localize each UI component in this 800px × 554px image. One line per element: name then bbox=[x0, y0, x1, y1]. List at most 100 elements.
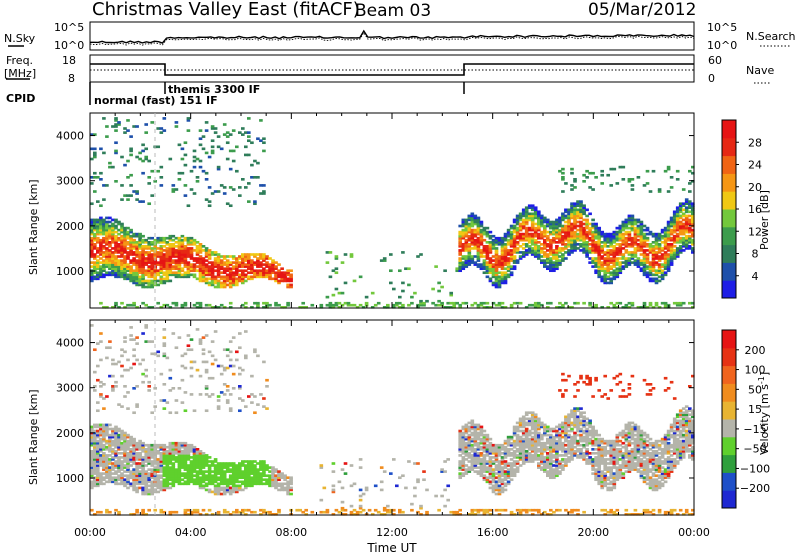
heatmap-cell bbox=[256, 261, 260, 264]
heatmap-cell bbox=[467, 214, 472, 218]
heatmap-cell bbox=[180, 460, 185, 463]
heatmap-cell bbox=[555, 245, 559, 248]
heatmap-cell bbox=[256, 137, 260, 141]
heatmap-cell bbox=[192, 462, 197, 465]
heatmap-cell bbox=[183, 194, 188, 197]
heatmap-cell bbox=[597, 265, 602, 268]
heatmap-cell bbox=[319, 466, 324, 469]
heatmap-cell bbox=[271, 478, 275, 482]
heatmap-cell bbox=[630, 236, 635, 240]
heatmap-cell bbox=[256, 303, 260, 307]
heatmap-cell bbox=[174, 460, 179, 463]
heatmap-cell bbox=[268, 482, 272, 486]
heatmap-cell bbox=[666, 230, 671, 234]
heatmap-cell bbox=[564, 301, 568, 305]
heatmap-cell bbox=[129, 243, 133, 246]
heatmap-cell bbox=[153, 238, 158, 242]
heatmap-cell bbox=[675, 249, 680, 252]
heatmap-cell bbox=[238, 488, 242, 492]
heatmap-cell bbox=[543, 251, 547, 254]
heatmap-cell bbox=[90, 226, 94, 230]
heatmap-cell bbox=[90, 176, 94, 179]
heatmap-cell bbox=[201, 261, 206, 264]
heatmap-cell bbox=[201, 249, 206, 252]
heatmap-cell bbox=[633, 255, 638, 258]
heatmap-cell bbox=[283, 273, 287, 277]
heatmap-cell bbox=[180, 255, 185, 258]
heatmap-cell bbox=[663, 228, 668, 232]
heatmap-cell bbox=[349, 253, 354, 256]
heatmap-cell bbox=[494, 283, 499, 287]
heatmap-cell bbox=[210, 269, 215, 273]
heatmap-cell bbox=[594, 259, 598, 262]
heatmap-cell bbox=[606, 234, 611, 238]
heatmap-cell bbox=[627, 245, 632, 248]
heatmap-cell bbox=[651, 251, 656, 254]
heatmap-cell bbox=[295, 508, 300, 512]
heatmap-cell bbox=[633, 230, 638, 234]
heatmap-cell bbox=[337, 306, 342, 309]
heatmap-cell bbox=[277, 482, 281, 486]
heatmap-cell bbox=[410, 301, 414, 305]
heatmap-cell bbox=[555, 241, 559, 244]
heatmap-cell bbox=[153, 271, 158, 275]
heatmap-cell bbox=[588, 230, 592, 234]
heatmap-cell bbox=[162, 267, 167, 271]
heatmap-cell bbox=[162, 452, 167, 455]
heatmap-cell bbox=[138, 441, 142, 445]
heatmap-cell bbox=[189, 513, 194, 516]
heatmap-cell bbox=[228, 492, 233, 496]
heatmap-cell bbox=[156, 279, 161, 283]
heatmap-cell bbox=[259, 261, 263, 264]
heatmap-cell bbox=[461, 243, 466, 246]
heatmap-cell bbox=[201, 460, 206, 463]
heatmap-cell bbox=[180, 257, 185, 260]
heatmap-cell bbox=[603, 281, 608, 285]
heatmap-cell bbox=[597, 226, 602, 230]
heatmap-cell bbox=[349, 513, 354, 516]
heatmap-cell bbox=[174, 443, 179, 447]
heatmap-cell bbox=[579, 206, 583, 210]
heatmap-cell bbox=[102, 460, 106, 463]
heatmap-cell bbox=[597, 245, 602, 248]
heatmap-cell bbox=[105, 251, 109, 254]
heatmap-cell bbox=[198, 340, 203, 343]
heatmap-cell bbox=[485, 247, 490, 250]
heatmap-cell bbox=[244, 464, 248, 467]
heatmap-cell bbox=[461, 433, 466, 437]
heatmap-cell bbox=[458, 508, 463, 512]
heatmap-cell bbox=[99, 232, 103, 236]
heatmap-cell bbox=[198, 275, 203, 279]
heatmap-cell bbox=[90, 425, 94, 429]
heatmap-cell bbox=[533, 255, 538, 258]
heatmap-cell bbox=[235, 169, 239, 173]
heatmap-cell bbox=[319, 306, 324, 309]
heatmap-cell bbox=[567, 232, 571, 236]
heatmap-cell bbox=[192, 159, 197, 163]
heatmap-cell bbox=[241, 127, 245, 130]
heatmap-cell bbox=[398, 301, 402, 305]
heatmap-cell bbox=[672, 236, 677, 240]
heatmap-cell bbox=[250, 482, 254, 486]
heatmap-cell bbox=[141, 261, 145, 264]
heatmap-cell bbox=[657, 271, 662, 275]
heatmap-cell bbox=[222, 490, 227, 494]
heatmap-cell bbox=[216, 259, 221, 262]
heatmap-cell bbox=[654, 257, 659, 260]
heatmap-cell bbox=[256, 271, 260, 275]
heatmap-cell bbox=[93, 257, 97, 260]
heatmap-cell bbox=[102, 273, 106, 277]
heatmap-cell bbox=[515, 241, 520, 244]
heatmap-cell bbox=[419, 299, 423, 303]
heatmap-cell bbox=[235, 350, 239, 354]
heatmap-cell bbox=[216, 263, 221, 266]
heatmap-cell bbox=[691, 238, 695, 242]
heatmap-cell bbox=[382, 506, 387, 510]
heatmap-cell bbox=[334, 257, 339, 260]
heatmap-cell bbox=[669, 236, 674, 240]
heatmap-cell bbox=[150, 452, 155, 455]
heatmap-cell bbox=[648, 247, 653, 250]
heatmap-cell bbox=[675, 169, 680, 173]
heatmap-cell bbox=[238, 346, 242, 350]
heatmap-cell bbox=[198, 470, 203, 473]
